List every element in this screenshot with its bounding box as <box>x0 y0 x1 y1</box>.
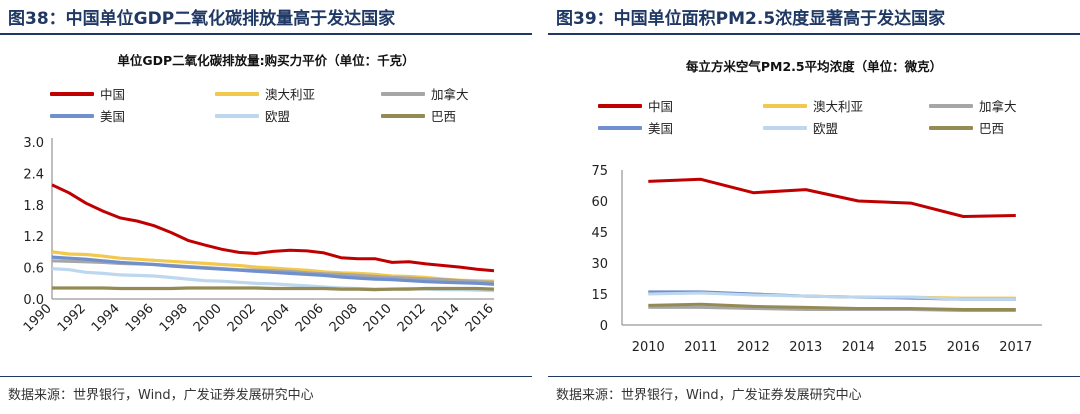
right-figure-panel: 图39：中国单位面积PM2.5浓度显著高于发达国家 每立方米空气PM2.5平均浓… <box>548 0 1080 414</box>
x-tick-label: 1992 <box>55 301 89 335</box>
legend-swatch <box>215 91 259 96</box>
legend-item: 中国 <box>50 84 125 103</box>
legend-item: 澳大利亚 <box>763 96 863 115</box>
legend-item: 中国 <box>598 96 673 115</box>
legend-item: 美国 <box>598 118 673 137</box>
y-tick-label: 15 <box>591 288 608 303</box>
x-tick-label: 2011 <box>684 340 717 355</box>
legend-label: 巴西 <box>979 121 1005 136</box>
x-tick-label: 2002 <box>225 301 259 335</box>
legend-item: 澳大利亚 <box>215 84 315 103</box>
legend-label: 中国 <box>100 87 126 102</box>
x-tick-label: 2016 <box>947 340 980 355</box>
right-title-rule <box>548 33 1080 35</box>
x-tick-label: 2000 <box>191 301 225 335</box>
right-bottom-rule <box>548 376 1080 377</box>
y-tick-label: 1.2 <box>23 230 44 245</box>
legend-swatch <box>763 103 807 108</box>
y-tick-label: 0.6 <box>23 262 44 277</box>
legend-swatch <box>50 91 94 96</box>
x-tick-label: 1996 <box>123 301 157 335</box>
y-tick-label: 75 <box>591 164 608 179</box>
y-tick-label: 3.0 <box>23 136 44 151</box>
legend-label: 巴西 <box>431 109 457 124</box>
x-tick-label: 2016 <box>463 301 497 335</box>
right-source-note: 数据来源：世界银行，Wind，广发证券发展研究中心 <box>556 388 862 403</box>
legend-swatch <box>381 113 425 118</box>
series-line <box>648 177 1016 218</box>
left-bottom-rule <box>0 376 532 377</box>
x-tick-label: 1998 <box>157 301 191 335</box>
x-tick-label: 2012 <box>737 340 770 355</box>
x-tick-label: 2014 <box>429 301 463 335</box>
legend-item: 巴西 <box>381 106 456 125</box>
x-tick-label: 2012 <box>395 301 429 335</box>
x-tick-label: 2008 <box>327 301 361 335</box>
x-tick-label: 2014 <box>842 340 875 355</box>
legend-label: 澳大利亚 <box>265 87 316 102</box>
x-tick-label: 2004 <box>259 301 293 335</box>
left-figure-panel: 图38：中国单位GDP二氧化碳排放量高于发达国家 单位GDP二氧化碳排放量:购买… <box>0 0 532 414</box>
legend-label: 美国 <box>648 121 674 136</box>
y-tick-label: 0.0 <box>23 293 44 308</box>
legend-swatch <box>215 113 259 118</box>
x-tick-label: 2017 <box>999 340 1032 355</box>
legend-item: 欧盟 <box>763 118 838 137</box>
legend-label: 欧盟 <box>813 121 839 136</box>
legend-swatch <box>598 125 642 130</box>
legend-swatch <box>50 113 94 118</box>
legend-swatch <box>381 91 425 96</box>
legend-swatch <box>929 103 973 108</box>
legend-item: 加拿大 <box>929 96 1017 115</box>
y-tick-label: 1.8 <box>23 199 44 214</box>
legend-swatch <box>598 103 642 108</box>
right-line-chart: 0 15 30 45 60 75 2010 2011 2012 2013 2014 2015 2016 2… <box>591 164 1042 355</box>
right-figure-title: 图39：中国单位面积PM2.5浓度显著高于发达国家 <box>556 9 946 29</box>
left-chart-title: 单位GDP二氧化碳排放量:购买力平价（单位：千克） <box>117 53 415 68</box>
series-line <box>648 302 1016 311</box>
x-tick-label: 2015 <box>894 340 927 355</box>
left-source-note: 数据来源：世界银行，Wind，广发证券发展研究中心 <box>8 388 314 403</box>
x-tick-label: 2013 <box>789 340 822 355</box>
panel-divider <box>540 0 541 414</box>
legend-label: 澳大利亚 <box>813 99 864 114</box>
y-tick-label: 2.4 <box>23 167 44 182</box>
legend-label: 欧盟 <box>265 109 291 124</box>
series-line <box>51 183 495 273</box>
x-tick-label: 1994 <box>89 301 123 335</box>
x-tick-label: 2010 <box>632 340 665 355</box>
legend-label: 加拿大 <box>431 87 469 102</box>
x-tick-label: 2006 <box>293 301 327 335</box>
y-tick-label: 30 <box>591 257 608 272</box>
y-tick-label: 0 <box>600 319 608 334</box>
legend-item: 加拿大 <box>381 84 469 103</box>
left-figure-title: 图38：中国单位GDP二氧化碳排放量高于发达国家 <box>8 9 396 29</box>
series-line <box>52 286 495 292</box>
legend-label: 美国 <box>100 109 126 124</box>
series-line <box>51 255 495 286</box>
legend-item: 巴西 <box>929 118 1004 137</box>
series-line <box>648 291 1016 301</box>
legend-label: 中国 <box>648 99 674 114</box>
legend-label: 加拿大 <box>979 99 1017 114</box>
y-tick-label: 60 <box>591 195 608 210</box>
legend-swatch <box>763 125 807 130</box>
x-tick-label: 2010 <box>361 301 395 335</box>
y-tick-label: 45 <box>591 226 608 241</box>
legend-item: 欧盟 <box>215 106 290 125</box>
right-chart-title: 每立方米空气PM2.5平均浓度（单位：微克） <box>685 59 943 74</box>
legend-swatch <box>929 125 973 130</box>
left-title-rule <box>0 33 532 35</box>
legend-item: 美国 <box>50 106 125 125</box>
series-line <box>51 250 495 283</box>
